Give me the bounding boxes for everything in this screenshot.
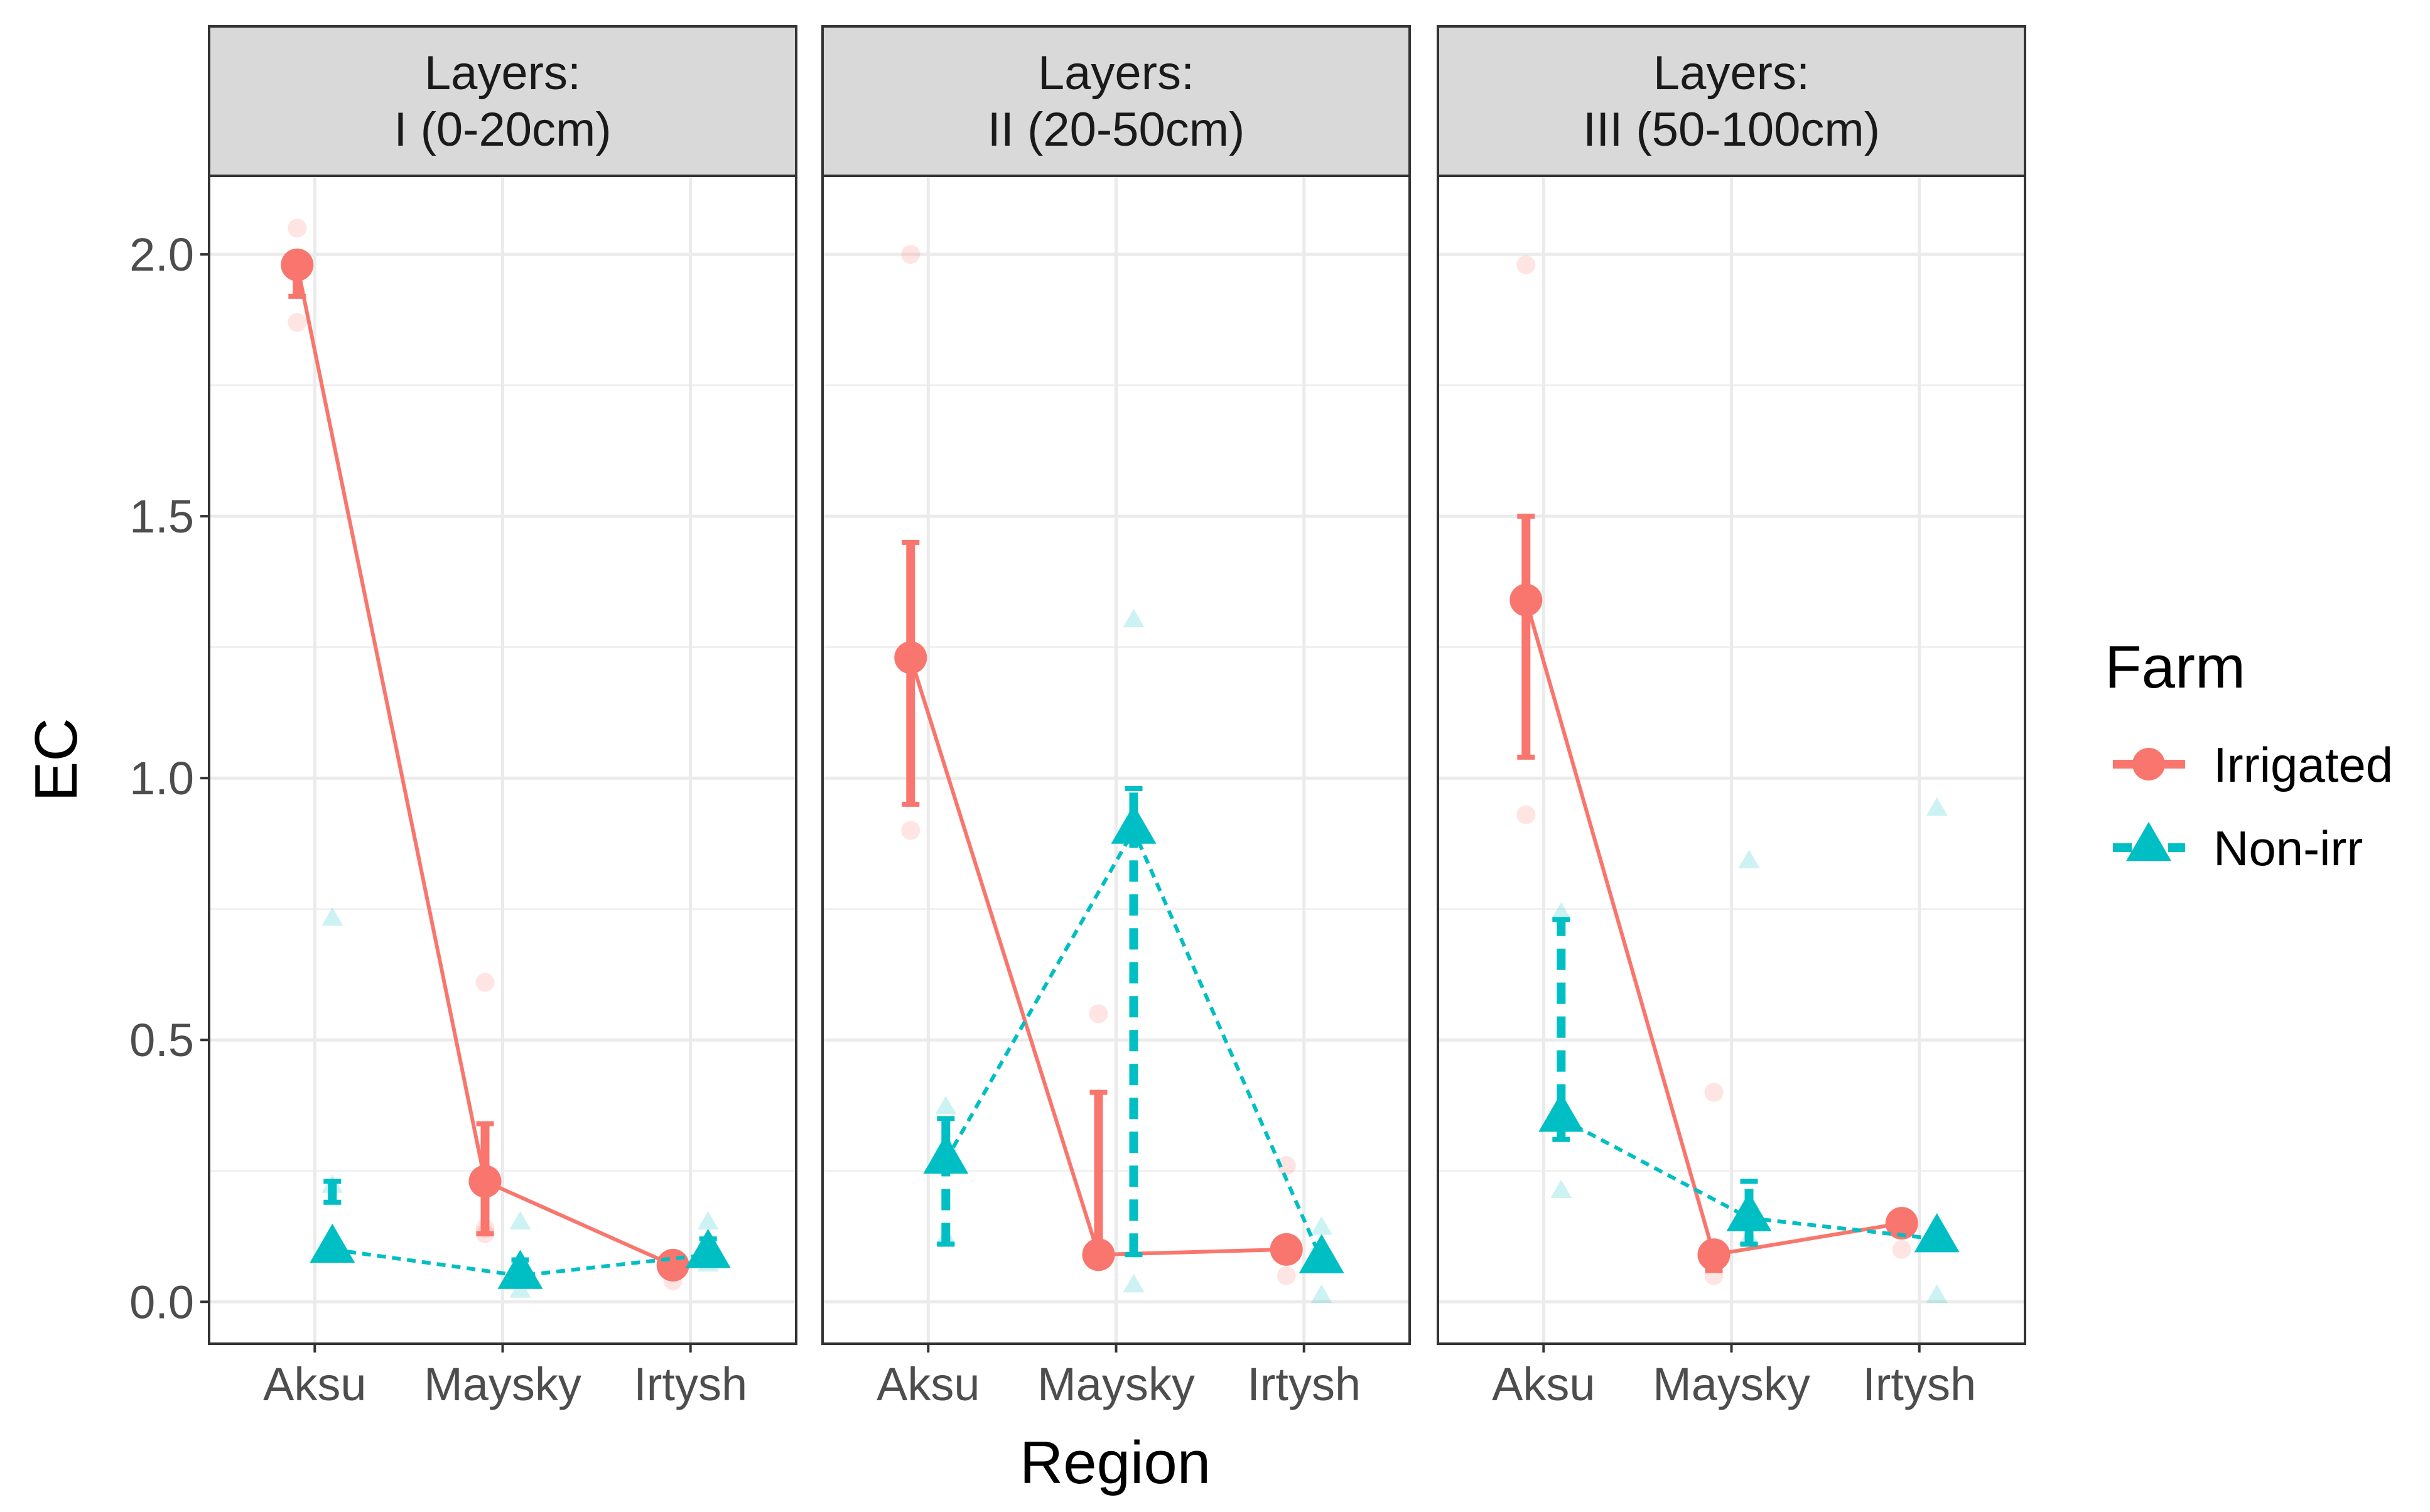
raw-point (475, 973, 495, 992)
x-tick-label-aksu: Aksu (877, 1358, 980, 1410)
mean-point (1509, 583, 1543, 617)
mean-point (1697, 1238, 1731, 1272)
legend-label-irrigated: Irrigated (2213, 737, 2393, 792)
raw-point (288, 219, 307, 238)
mean-point (894, 641, 927, 674)
mean-point (1299, 1234, 1344, 1273)
raw-point (1123, 608, 1145, 627)
series-irrigated (281, 219, 689, 1290)
raw-point (1892, 1239, 1911, 1259)
mean-line (332, 1247, 709, 1278)
strip-background (821, 25, 1411, 177)
raw-point (1550, 1179, 1572, 1199)
raw-point (1550, 902, 1572, 921)
y-tick-label: 1.0 (129, 752, 194, 804)
raw-point (1310, 1284, 1332, 1303)
mean-point (310, 1223, 355, 1263)
raw-point (1277, 1266, 1296, 1285)
raw-point (509, 1211, 531, 1230)
raw-point (935, 1096, 957, 1115)
legend: Farm Irrigated Non-irr (2105, 634, 2393, 876)
mean-point (468, 1165, 502, 1198)
x-tick-label-maysky: Maysky (1037, 1358, 1195, 1410)
series-non-irr (310, 907, 731, 1298)
x-tick-label-maysky: Maysky (424, 1358, 581, 1410)
y-tick-label: 2.0 (129, 229, 194, 281)
legend-key-non-irr-marker (2126, 821, 2171, 861)
x-tick-label-irtysh: Irtysh (1862, 1358, 1976, 1410)
panel-border (821, 175, 1411, 1345)
series-irrigated (1509, 255, 1918, 1285)
raw-point (1310, 1216, 1332, 1235)
raw-point (1704, 1083, 1724, 1102)
mean-point (1885, 1207, 1918, 1240)
panel-2: Layers:II (20-50cm) Aksu Maysky Irtysh (821, 25, 1411, 1410)
mean-point (685, 1229, 731, 1268)
mean-point (497, 1250, 543, 1289)
raw-point (288, 313, 307, 332)
legend-keys (2113, 748, 2185, 861)
raw-point (1516, 255, 1536, 274)
raw-point (1277, 1156, 1296, 1175)
mean-point (656, 1248, 689, 1282)
strip-title-line1: Layers: (1038, 46, 1194, 100)
panel-1: Layers:I (0-20cm) 0.0 0.5 1.0 1.5 2.0 Aksu Mays… (129, 25, 797, 1410)
raw-point (1926, 797, 1948, 816)
y-tick-label: 1.5 (129, 490, 194, 543)
strip-background (1437, 25, 2026, 177)
strip-title-line2: III (50-100cm) (1583, 103, 1880, 156)
raw-point (1738, 850, 1760, 868)
series-non-irr (1538, 797, 1960, 1303)
legend-label-non-irr: Non-irr (2213, 821, 2363, 876)
y-axis-title: EC (23, 718, 90, 801)
y-tick-label: 0.0 (129, 1276, 194, 1328)
x-tick-label-aksu: Aksu (1492, 1358, 1596, 1410)
mean-point (1111, 804, 1157, 844)
strip-title-line2: II (20-50cm) (988, 103, 1245, 156)
raw-point (901, 245, 921, 264)
x-tick-label-irtysh: Irtysh (1247, 1358, 1361, 1410)
strip-title-line1: Layers: (424, 46, 581, 100)
mean-point (1538, 1093, 1584, 1132)
raw-point (321, 907, 343, 926)
strip-title-line2: I (0-20cm) (394, 103, 611, 156)
strip-background (208, 25, 797, 177)
x-axis-title: Region (1020, 1429, 1211, 1496)
strip-title-line1: Layers: (1653, 46, 1810, 100)
mean-point (1082, 1238, 1115, 1272)
mean-point (923, 1134, 969, 1174)
mean-point (281, 248, 314, 281)
legend-key-irrigated-marker (2132, 748, 2165, 780)
y-tick-label: 0.5 (129, 1014, 194, 1066)
x-tick-label-maysky: Maysky (1653, 1358, 1810, 1410)
panel-border (1437, 175, 2026, 1345)
panel-3: Layers:III (50-100cm) Aksu Maysky Irtysh (1437, 25, 2026, 1410)
panel-border (208, 175, 797, 1345)
raw-point (901, 821, 921, 840)
series-irrigated (894, 245, 1303, 1285)
raw-point (1123, 1273, 1145, 1293)
raw-point (1089, 1004, 1108, 1023)
mean-point (1270, 1233, 1303, 1266)
x-tick-label-aksu: Aksu (263, 1358, 367, 1410)
legend-title: Farm (2105, 634, 2245, 701)
series-non-irr (923, 608, 1344, 1303)
raw-point (697, 1211, 719, 1230)
mean-point (1726, 1192, 1772, 1232)
x-tick-label-irtysh: Irtysh (634, 1358, 747, 1410)
raw-point (1926, 1284, 1948, 1303)
mean-point (1914, 1213, 1960, 1253)
raw-point (1516, 805, 1536, 824)
